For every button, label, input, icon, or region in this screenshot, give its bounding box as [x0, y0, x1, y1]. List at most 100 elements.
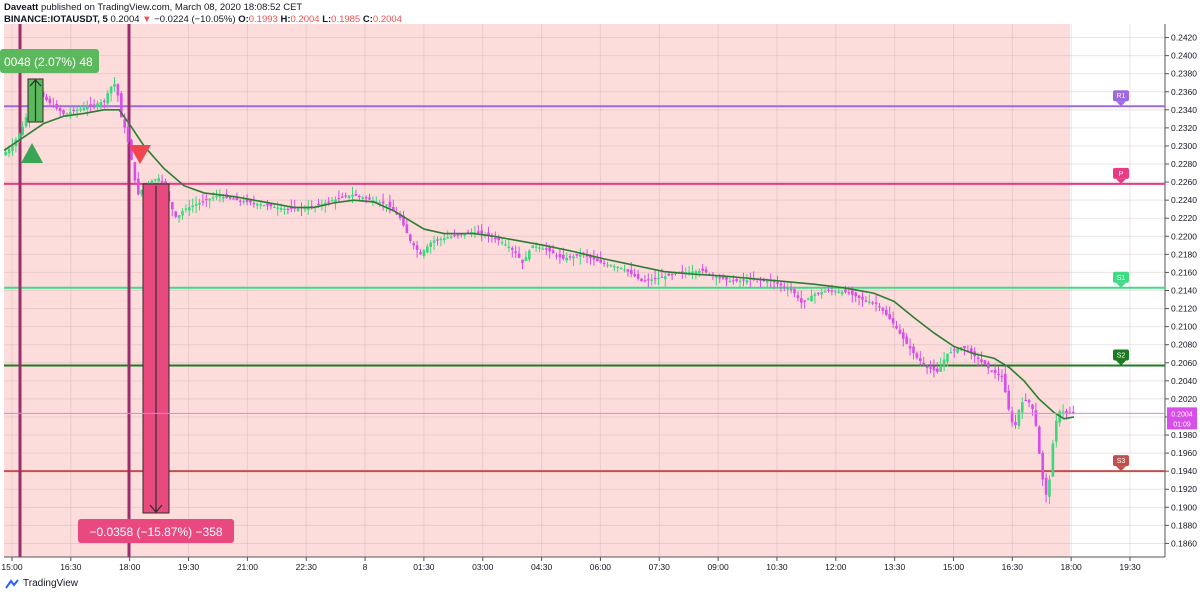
candle-body: [823, 291, 827, 293]
candle-body: [915, 353, 919, 358]
candle-body: [949, 352, 953, 354]
down-arrow-icon: ▼: [142, 14, 152, 25]
tradingview-logo[interactable]: TradingView: [4, 578, 78, 589]
candle-body: [266, 203, 269, 206]
candle-body: [140, 189, 143, 195]
candle-body: [79, 108, 82, 111]
candle-body: [412, 243, 415, 246]
candle-body: [62, 110, 65, 114]
candle-body: [786, 288, 789, 290]
candle-body: [1004, 373, 1007, 393]
candle-body: [817, 292, 820, 295]
candle-body: [725, 276, 728, 280]
candle-body: [245, 199, 249, 202]
price-change: −0.0224 (−10.05%): [154, 14, 236, 25]
candle-body: [721, 275, 725, 279]
y-tick-label: 0.2420: [1171, 33, 1197, 43]
candle-body: [810, 295, 813, 302]
y-tick-label: 0.2160: [1171, 267, 1197, 277]
candle-body: [623, 269, 626, 271]
candle-body: [99, 102, 103, 105]
candle-body: [351, 194, 354, 197]
pivot-label-s3: S3: [1117, 458, 1126, 465]
candle-body: [837, 291, 840, 293]
candle-body: [327, 201, 330, 203]
candle-body: [976, 357, 980, 359]
candle-body: [993, 369, 997, 374]
candle-body: [803, 300, 806, 302]
candle-body: [745, 280, 749, 283]
pivot-label-pointer: [1116, 282, 1126, 288]
candle-body: [698, 270, 701, 274]
candle-body: [1065, 410, 1068, 414]
candle-body: [130, 140, 133, 160]
candle-body: [103, 100, 106, 102]
pivot-label-box-s1: [1113, 271, 1129, 283]
author-name[interactable]: Daveatt: [4, 2, 39, 13]
candle-body: [273, 206, 276, 209]
candle-body: [354, 194, 358, 196]
candle-body: [1041, 452, 1044, 480]
candle-body: [895, 325, 898, 329]
y-tick-label: 0.2400: [1171, 51, 1197, 61]
candle-body: [820, 292, 823, 295]
candle-body: [194, 204, 198, 206]
candle-body: [1017, 409, 1021, 426]
candle-body: [956, 348, 959, 353]
candle-body: [52, 105, 55, 107]
candle-body: [891, 318, 895, 324]
candle-body: [854, 292, 857, 297]
candle-body: [912, 346, 915, 354]
candle-body: [589, 256, 592, 259]
close-value: 0.2004: [372, 14, 402, 25]
pivot-label-box-s3: [1113, 455, 1129, 467]
sell-signal-triangle-icon: [129, 145, 151, 164]
short-measure-label-box: [78, 519, 234, 543]
candle-body: [480, 230, 483, 234]
candle-body: [439, 238, 443, 241]
candle-body: [616, 266, 619, 269]
x-tick-label: 09:00: [707, 562, 729, 572]
candle-body: [398, 213, 402, 219]
short-measure-label: −0.0358 (−15.87%) −358: [89, 525, 222, 539]
candle-body: [65, 113, 69, 115]
symbol-name[interactable]: BINANCE:IOTAUSDT, 5: [4, 14, 108, 25]
x-tick-label: 19:30: [1119, 562, 1141, 572]
candle-body: [500, 242, 504, 244]
candle-body: [800, 298, 803, 303]
candle-body: [449, 236, 453, 238]
y-tick-label: 0.1900: [1171, 502, 1197, 512]
candle-body: [732, 280, 735, 282]
x-tick-label: 07:30: [649, 562, 671, 572]
high-label: H:: [280, 14, 291, 25]
candle-body: [983, 360, 987, 366]
pivot-label-pointer: [1116, 360, 1126, 366]
candle-body: [742, 279, 745, 281]
candle-body: [640, 278, 643, 281]
candle-body: [341, 196, 344, 198]
y-tick-label: 0.2340: [1171, 105, 1197, 115]
candle-body: [528, 250, 531, 260]
pivot-label-box-s2: [1113, 349, 1129, 361]
candle-body: [504, 244, 507, 246]
candle-body: [524, 256, 528, 262]
candle-body: [283, 208, 286, 210]
candle-body: [735, 279, 738, 282]
last-price-badge[interactable]: [1167, 407, 1197, 430]
candle-body: [92, 104, 96, 106]
candle-body: [259, 204, 262, 206]
candle-body: [228, 196, 232, 199]
candle-body: [364, 197, 368, 199]
y-tick-label: 0.2220: [1171, 213, 1197, 223]
candle-body: [521, 259, 524, 264]
candle-body: [494, 237, 497, 240]
symbol-line: BINANCE:IOTAUSDT, 5 0.2004 ▼ −0.0224 (−1…: [4, 14, 402, 26]
candle-body: [715, 276, 718, 278]
publish-text: published on TradingView.com, March 08, …: [40, 2, 303, 13]
candle-body: [1055, 420, 1058, 442]
candle-body: [762, 280, 766, 282]
candle-body: [109, 86, 113, 94]
candle-body: [205, 198, 208, 201]
candle-body: [783, 286, 786, 288]
